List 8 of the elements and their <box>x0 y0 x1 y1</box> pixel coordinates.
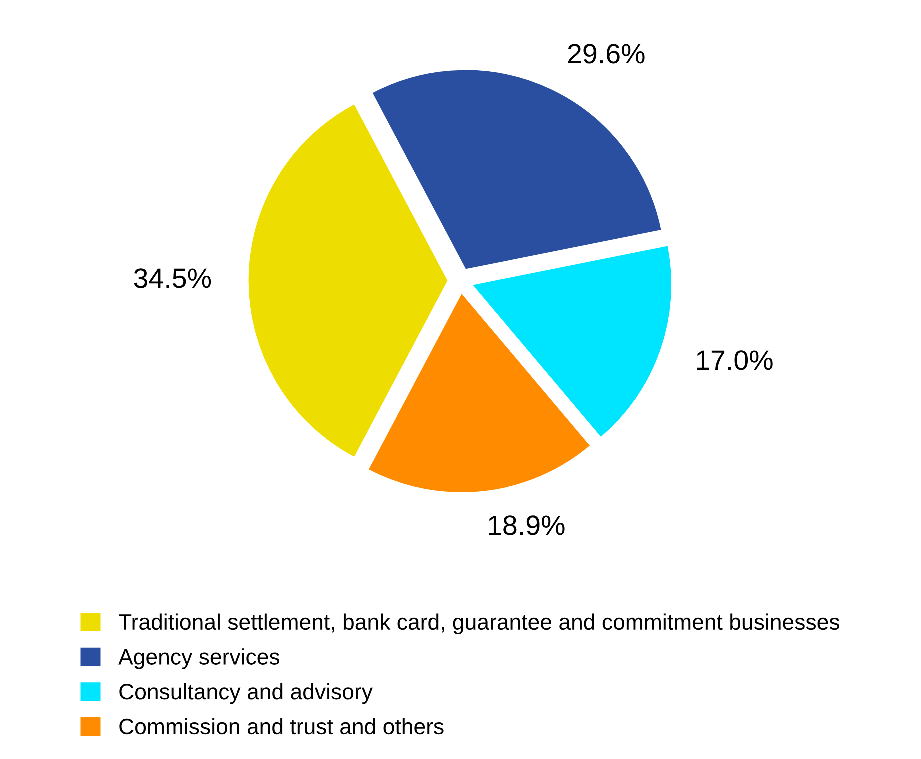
legend-label: Consultancy and advisory <box>120 683 373 704</box>
data-label: 34.5% <box>134 268 212 288</box>
legend-label: Agency services <box>118 648 280 670</box>
legend-label: Traditional settlement, bank card, guarantee and commitment businesses <box>119 614 840 634</box>
data-label: 17.0% <box>697 350 773 370</box>
data-label: 18.9% <box>489 516 565 536</box>
data-label: 29.6% <box>568 44 645 64</box>
legend-label: Commission and trust and others <box>120 718 444 735</box>
